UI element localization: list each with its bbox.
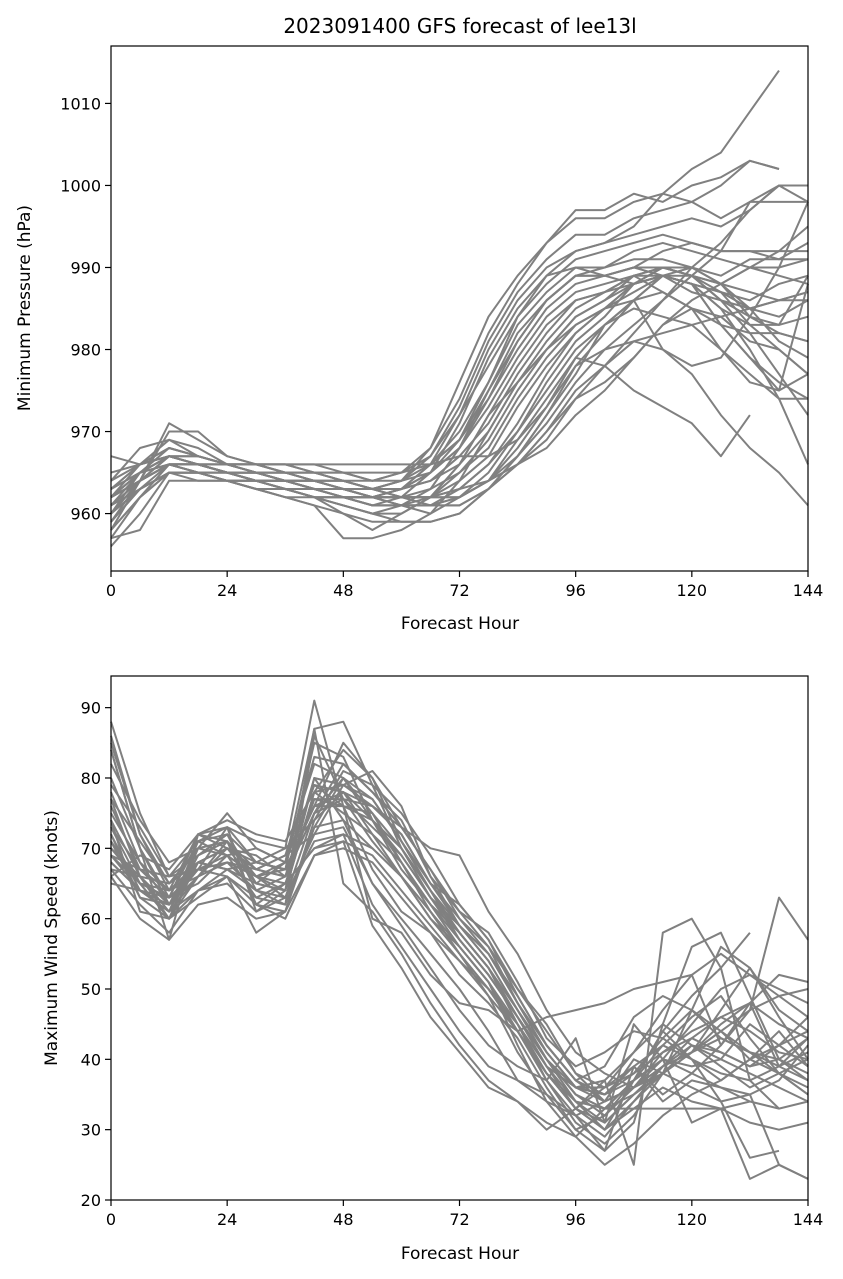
wind-y-axis-label: Maximum Wind Speed (knots) xyxy=(42,810,62,1066)
pressure-y-axis-label: Minimum Pressure (hPa) xyxy=(15,205,35,411)
wind-series-line-31 xyxy=(110,784,809,1068)
wind-series-line-24 xyxy=(110,777,809,1096)
chart-title: 2023091400 GFS forecast of lee13l xyxy=(283,14,636,38)
pressure-y-tick-label: 1000 xyxy=(60,176,101,195)
pressure-x-tick-label: 0 xyxy=(106,581,116,600)
pressure-y-tick-label: 1010 xyxy=(60,94,101,113)
pressure-x-ticks: 0 24 48 72 96 120 144 xyxy=(106,571,823,600)
wind-y-tick-label: 50 xyxy=(81,980,101,999)
wind-x-tick-label: 144 xyxy=(793,1210,824,1229)
pressure-x-tick-label: 24 xyxy=(217,581,237,600)
wind-x-axis-label: Forecast Hour xyxy=(401,1244,519,1264)
wind-panel: 0 24 48 72 96 120 144 20 30 40 50 60 70 80 90 Forecas… xyxy=(42,675,823,1264)
wind-series-line-28 xyxy=(110,798,780,1166)
wind-y-tick-label: 20 xyxy=(81,1191,101,1210)
pressure-x-tick-label: 48 xyxy=(333,581,353,600)
pressure-series-line-3 xyxy=(110,159,780,498)
pressure-x-axis-label: Forecast Hour xyxy=(401,614,519,634)
pressure-x-tick-label: 96 xyxy=(565,581,585,600)
wind-series-group xyxy=(110,699,809,1180)
wind-x-tick-label: 96 xyxy=(565,1210,585,1229)
wind-x-tick-label: 24 xyxy=(217,1210,237,1229)
wind-y-tick-label: 40 xyxy=(81,1050,101,1069)
wind-x-tick-label: 72 xyxy=(449,1210,469,1229)
pressure-series-line-34 xyxy=(110,241,808,515)
wind-x-ticks: 0 24 48 72 96 120 144 xyxy=(106,1200,823,1229)
pressure-y-tick-label: 990 xyxy=(70,258,101,277)
pressure-x-tick-label: 144 xyxy=(793,581,824,600)
pressure-panel: 2023091400 GFS forecast of lee13l 0 24 48 7… xyxy=(15,14,823,634)
pressure-y-tick-label: 960 xyxy=(70,505,101,524)
wind-y-tick-label: 30 xyxy=(81,1121,101,1140)
pressure-y-tick-label: 980 xyxy=(70,341,101,360)
pressure-y-ticks: 960 970 980 990 1000 1010 xyxy=(60,94,111,524)
wind-series-line-29 xyxy=(110,749,809,1180)
wind-x-tick-label: 48 xyxy=(333,1210,353,1229)
wind-series-line-33 xyxy=(110,798,809,1089)
wind-y-tick-label: 90 xyxy=(81,699,101,718)
pressure-series-line-32 xyxy=(110,274,809,548)
wind-y-tick-label: 70 xyxy=(81,839,101,858)
pressure-x-tick-label: 72 xyxy=(449,581,469,600)
wind-y-ticks: 20 30 40 50 60 70 80 90 xyxy=(81,699,111,1210)
pressure-y-tick-label: 970 xyxy=(70,423,101,442)
pressure-x-tick-label: 120 xyxy=(677,581,708,600)
pressure-series-group xyxy=(110,70,809,548)
wind-series-line-26 xyxy=(110,734,780,1159)
wind-y-tick-label: 80 xyxy=(81,769,101,788)
wind-series-line-30 xyxy=(110,735,809,1180)
wind-x-tick-label: 120 xyxy=(677,1210,708,1229)
pressure-series-line-33 xyxy=(110,266,808,498)
wind-series-line-27 xyxy=(110,727,751,1138)
wind-x-tick-label: 0 xyxy=(106,1210,116,1229)
wind-y-tick-label: 60 xyxy=(81,910,101,929)
